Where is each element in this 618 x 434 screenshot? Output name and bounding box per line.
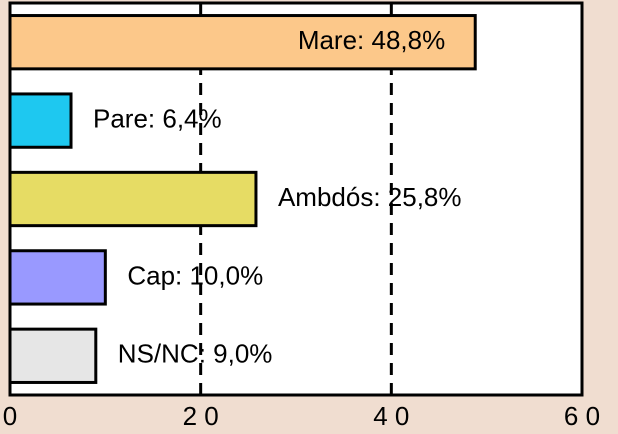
data-label: Pare: 6,4%	[93, 103, 222, 133]
data-label: Ambdós: 25,8%	[278, 182, 462, 212]
bar	[8, 249, 107, 306]
x-tick-label: 4 0	[373, 401, 409, 431]
data-label: NS/NC: 9,0%	[118, 339, 273, 369]
x-tick-label: 0	[3, 401, 17, 431]
bar	[8, 92, 73, 149]
data-label: Mare: 48,8%	[298, 25, 445, 55]
x-tick-label: 6 0	[564, 401, 600, 431]
bar	[8, 170, 258, 228]
bar	[8, 327, 98, 384]
bar	[8, 14, 477, 71]
data-label: Cap: 10,0%	[127, 260, 263, 290]
x-tick-label: 2 0	[183, 401, 219, 431]
